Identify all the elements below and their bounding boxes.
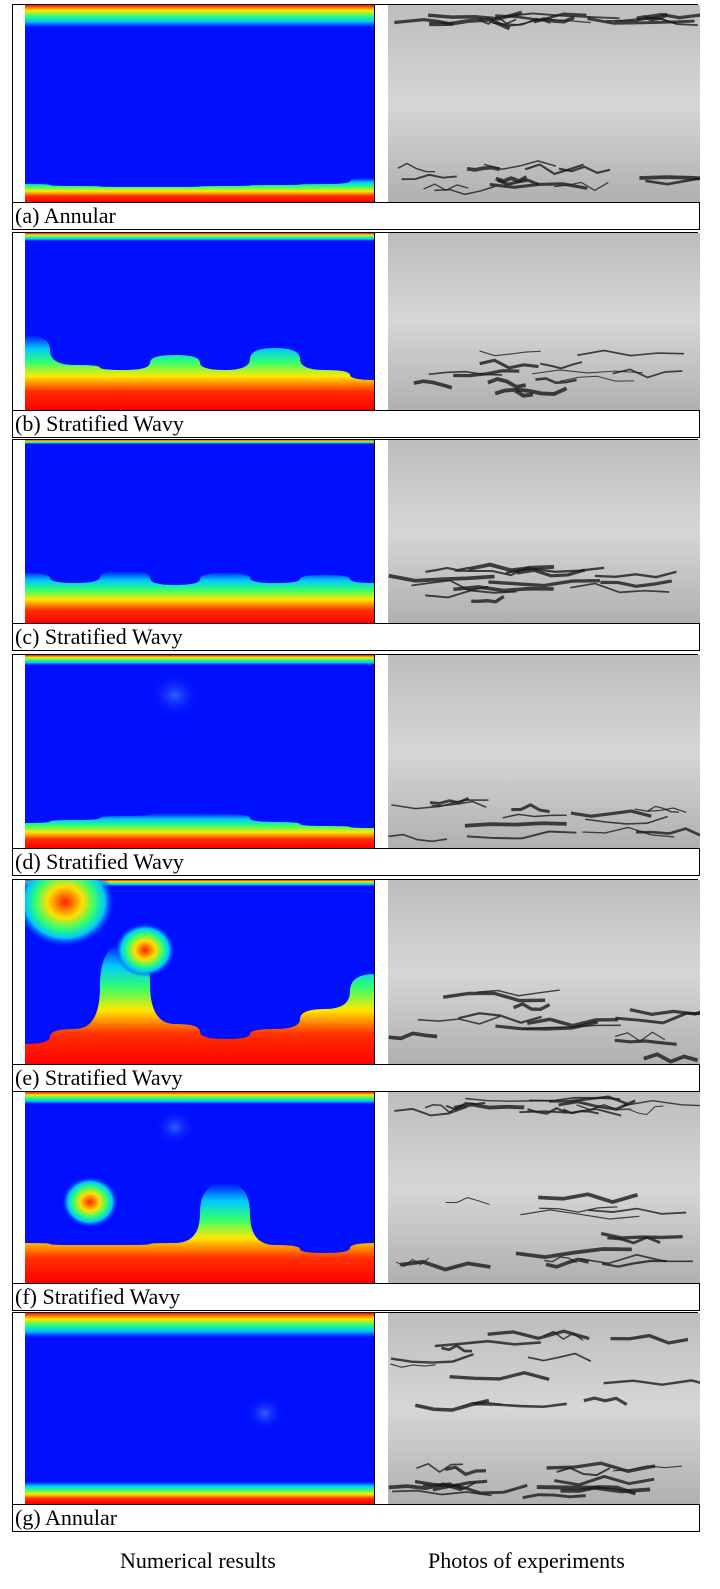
experiment-photo xyxy=(388,5,700,202)
experiment-photo xyxy=(388,1092,700,1283)
background xyxy=(388,1092,700,1283)
experiment-photo xyxy=(388,1313,700,1504)
top-film xyxy=(25,233,375,241)
liquid-blob xyxy=(245,1395,285,1431)
top-film xyxy=(25,1313,375,1337)
experiment-photo xyxy=(388,655,700,848)
numerical-result xyxy=(25,880,375,1064)
experiment-photo xyxy=(388,440,700,623)
liquid-blob xyxy=(62,1177,118,1227)
numerical-result xyxy=(25,1313,375,1504)
liquid-blob xyxy=(155,1109,195,1145)
numerical-result xyxy=(25,1092,375,1283)
panel-caption: (g) Annular xyxy=(12,1504,700,1532)
liquid-layer xyxy=(25,1482,375,1504)
top-film xyxy=(25,655,375,665)
panel-caption: (d) Stratified Wavy xyxy=(12,848,700,876)
top-film xyxy=(25,1092,375,1104)
numerical-result xyxy=(25,440,375,623)
liquid-blob xyxy=(115,923,175,977)
background xyxy=(25,5,375,202)
experiment-photo xyxy=(388,233,700,410)
column-label: Numerical results xyxy=(120,1548,276,1574)
experiment-photo xyxy=(388,880,700,1064)
figure: Numerical results Photos of experiments … xyxy=(0,0,720,1589)
liquid-blob xyxy=(150,673,200,718)
numerical-result xyxy=(25,233,375,410)
top-film xyxy=(25,440,375,444)
numerical-result xyxy=(25,655,375,848)
liquid-streak xyxy=(465,823,567,826)
numerical-result xyxy=(25,5,375,202)
column-label: Photos of experiments xyxy=(428,1548,625,1574)
background xyxy=(388,5,700,202)
panel-caption: (b) Stratified Wavy xyxy=(12,410,700,438)
background xyxy=(25,1313,375,1504)
panel-caption: (a) Annular xyxy=(12,202,700,230)
panel-caption: (e) Stratified Wavy xyxy=(12,1064,700,1092)
panel-caption: (f) Stratified Wavy xyxy=(12,1283,700,1311)
top-film xyxy=(25,5,375,27)
panel-caption: (c) Stratified Wavy xyxy=(12,623,700,651)
background xyxy=(388,655,700,848)
